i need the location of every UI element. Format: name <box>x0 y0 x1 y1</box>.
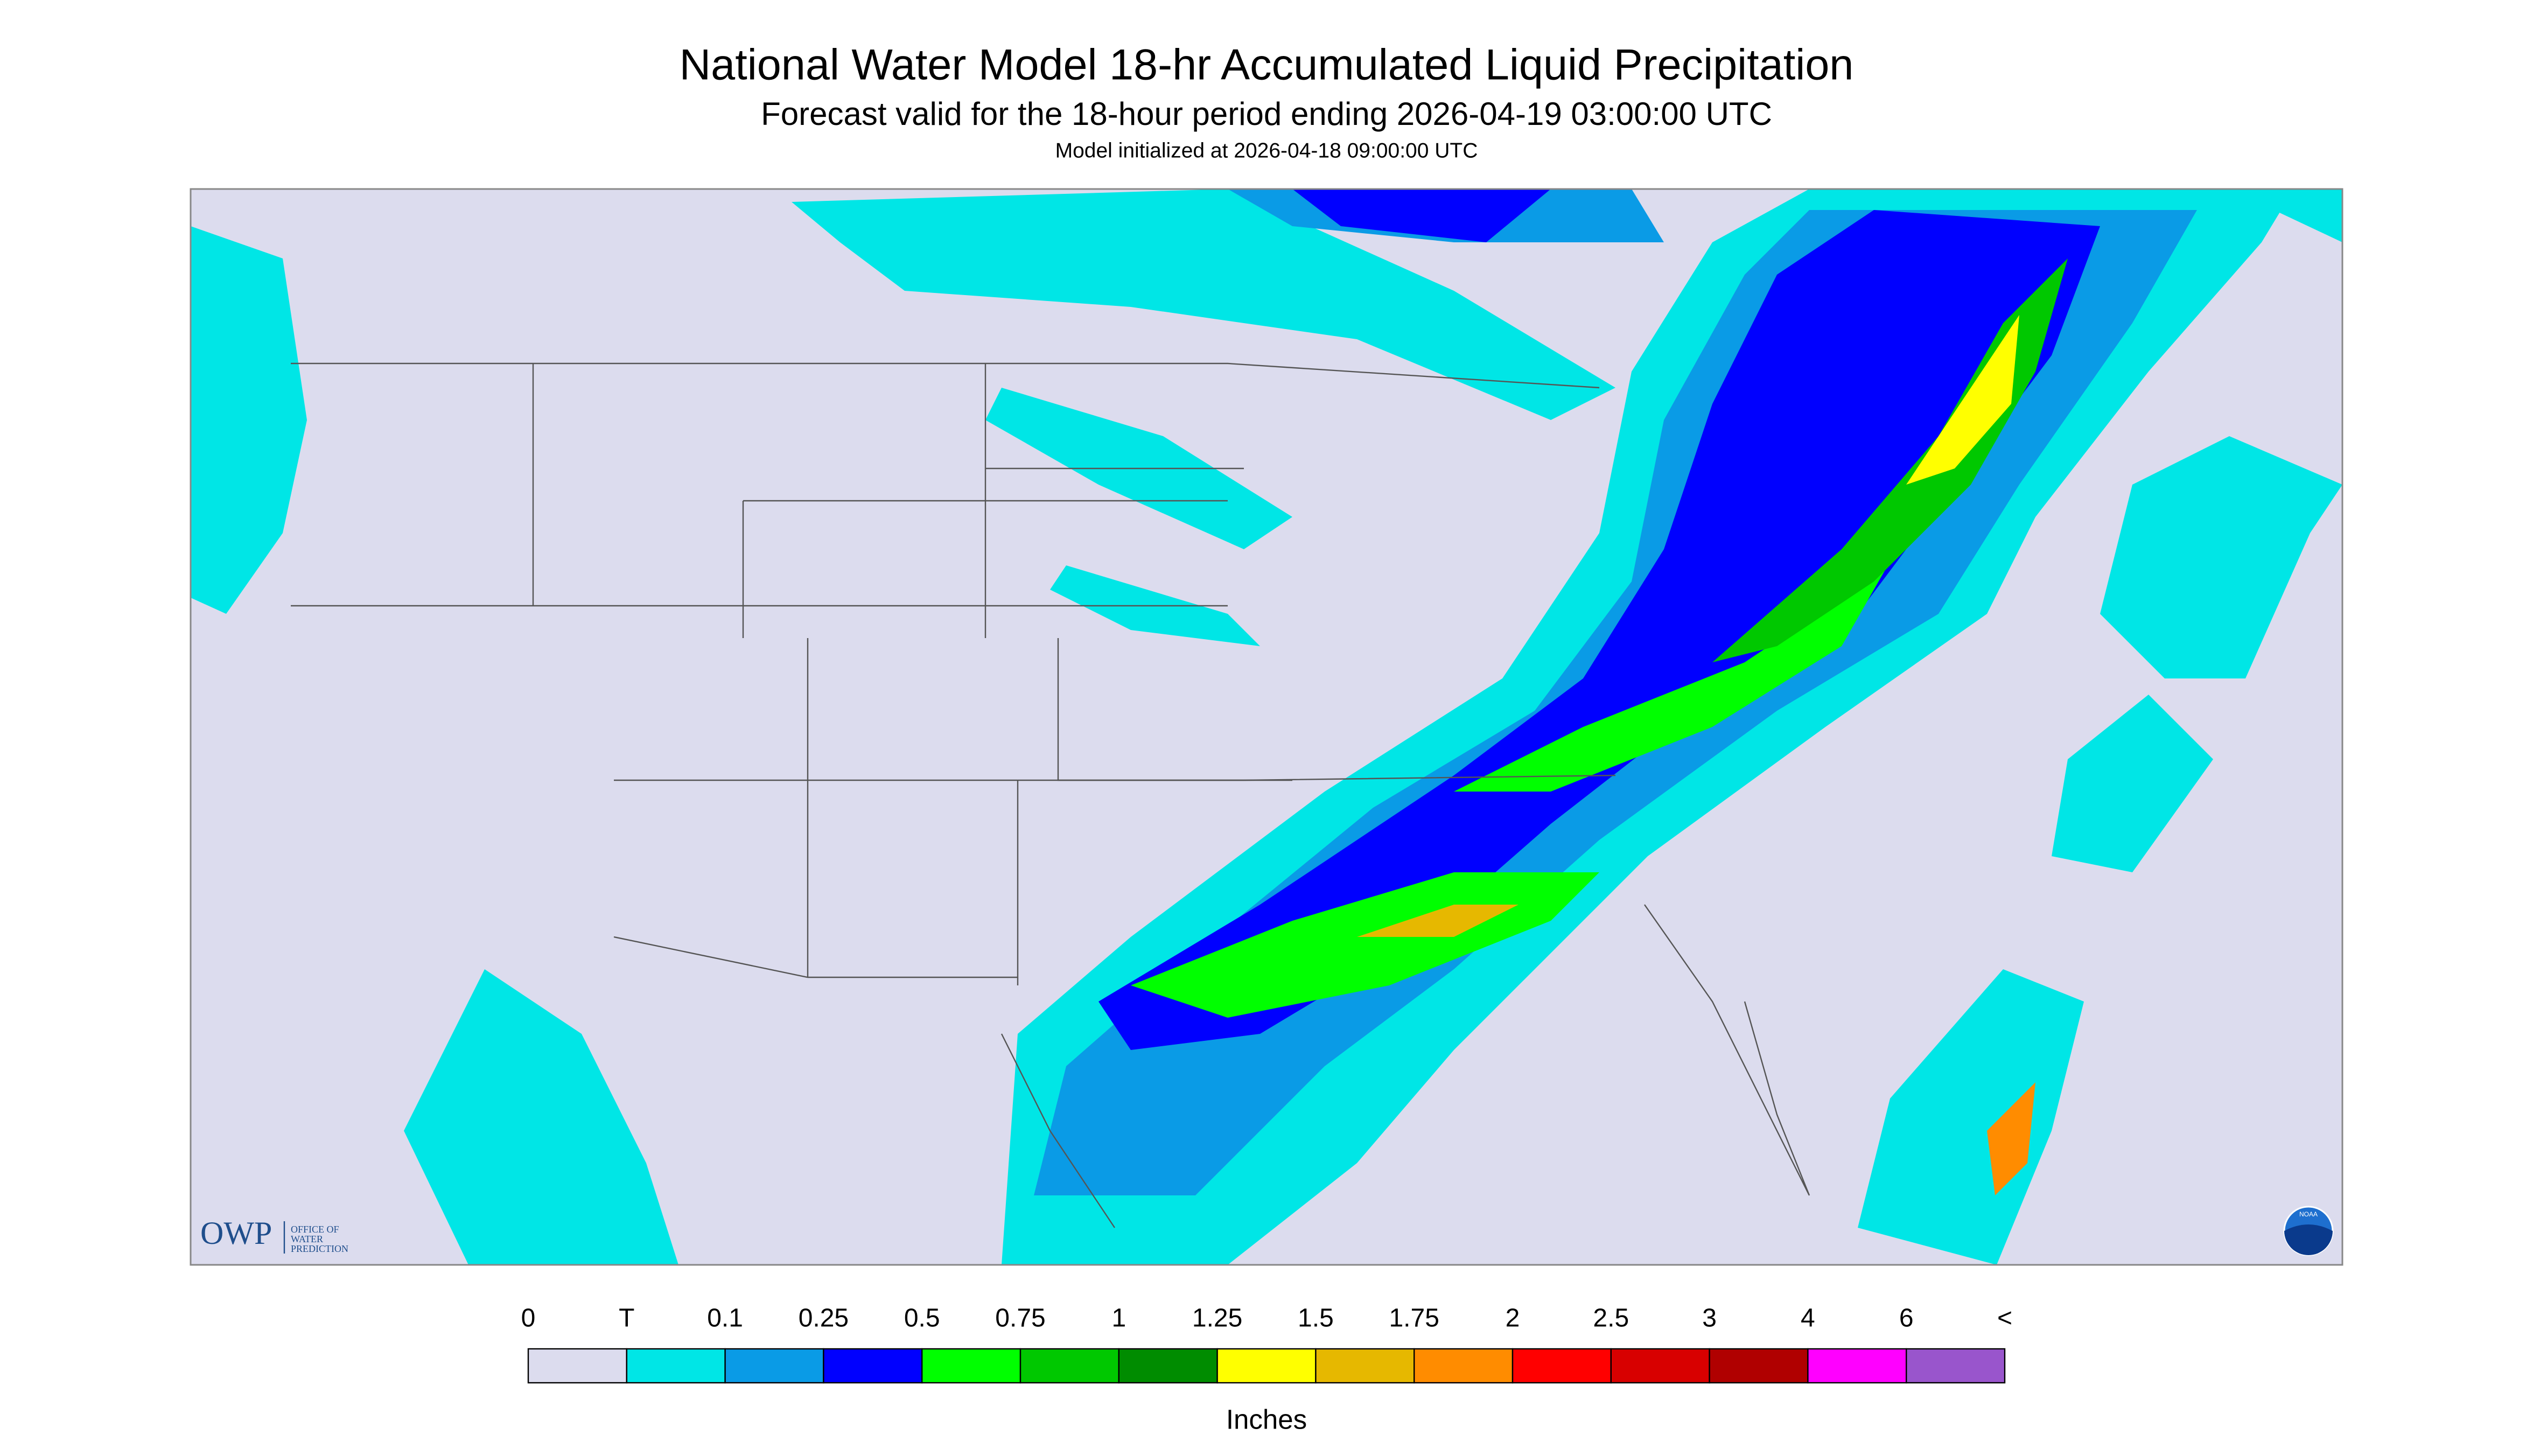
legend-label: < <box>1997 1304 2012 1333</box>
legend-label: 0.25 <box>799 1304 849 1333</box>
legend: 0 T 0.1 0.25 0.5 0.75 1 1.25 1.5 1.75 2 2.5 3 4 6 < <box>521 1304 2012 1384</box>
legend-swatch <box>626 1348 726 1384</box>
logo-acronym: OWP <box>200 1215 272 1251</box>
precip-area <box>404 969 678 1265</box>
logo-name: OFFICE OF <box>291 1224 339 1235</box>
legend-label: 0.75 <box>995 1304 1045 1333</box>
precip-area <box>1987 1082 2035 1196</box>
legend-swatch <box>1610 1348 1710 1384</box>
precip-area <box>2052 695 2213 873</box>
legend-label: 3 <box>1702 1304 1717 1333</box>
legend-label: T <box>619 1304 634 1333</box>
logo-name: WATER <box>291 1234 323 1244</box>
legend-swatch <box>823 1348 923 1384</box>
legend-label: 0.1 <box>707 1304 743 1333</box>
precip-area <box>2100 436 2342 679</box>
precip-area <box>1906 315 2019 485</box>
legend-label: 1 <box>1111 1304 1126 1333</box>
map: OWP OFFICE OF WATER PREDICTION NOAA <box>190 188 2343 1266</box>
legend-label: 2 <box>1506 1304 1520 1333</box>
subtitle: Forecast valid for the 18-hour period en… <box>761 96 1772 132</box>
legend-label: 1.25 <box>1192 1304 1242 1333</box>
precip-area <box>1292 189 1551 243</box>
boundaries <box>291 362 1810 1228</box>
legend-swatch <box>1905 1348 2006 1384</box>
map-frame <box>190 188 2343 1266</box>
logo-name: PREDICTION <box>291 1243 348 1254</box>
precip-area <box>191 226 307 614</box>
legend-swatch <box>1512 1348 1612 1384</box>
precip-area <box>1454 533 1906 792</box>
legend-label: 4 <box>1801 1304 1815 1333</box>
legend-label: 0 <box>521 1304 536 1333</box>
legend-swatch <box>1216 1348 1317 1384</box>
legend-units: Inches <box>1226 1404 1307 1434</box>
legend-label: 2.5 <box>1593 1304 1629 1333</box>
legend-swatch <box>527 1348 628 1384</box>
legend-label: 6 <box>1899 1304 1914 1333</box>
precip-area <box>1712 258 2068 663</box>
precip-area <box>1858 969 2084 1265</box>
legend-swatch <box>724 1348 824 1384</box>
legend-swatch <box>1414 1348 1514 1384</box>
legend-swatch <box>1315 1348 1415 1384</box>
legend-swatch <box>1807 1348 1907 1384</box>
precip-area <box>1357 905 1519 937</box>
legend-label: 1.75 <box>1389 1304 1439 1333</box>
legend-label: 1.5 <box>1298 1304 1334 1333</box>
legend-label: 0.5 <box>904 1304 940 1333</box>
precip-area <box>1098 210 2100 1051</box>
legend-swatch <box>1019 1348 1120 1384</box>
legend-swatch <box>921 1348 1021 1384</box>
init-time: Model initialized at 2026-04-18 09:00:00… <box>1055 139 1478 162</box>
legend-swatch <box>1118 1348 1218 1384</box>
precip-area <box>792 189 1615 421</box>
legend-swatch <box>1709 1348 1809 1384</box>
noaa-text: NOAA <box>2299 1210 2318 1218</box>
noaa-badge-wave <box>2284 1224 2333 1256</box>
title: National Water Model 18-hr Accumulated L… <box>680 40 1854 89</box>
